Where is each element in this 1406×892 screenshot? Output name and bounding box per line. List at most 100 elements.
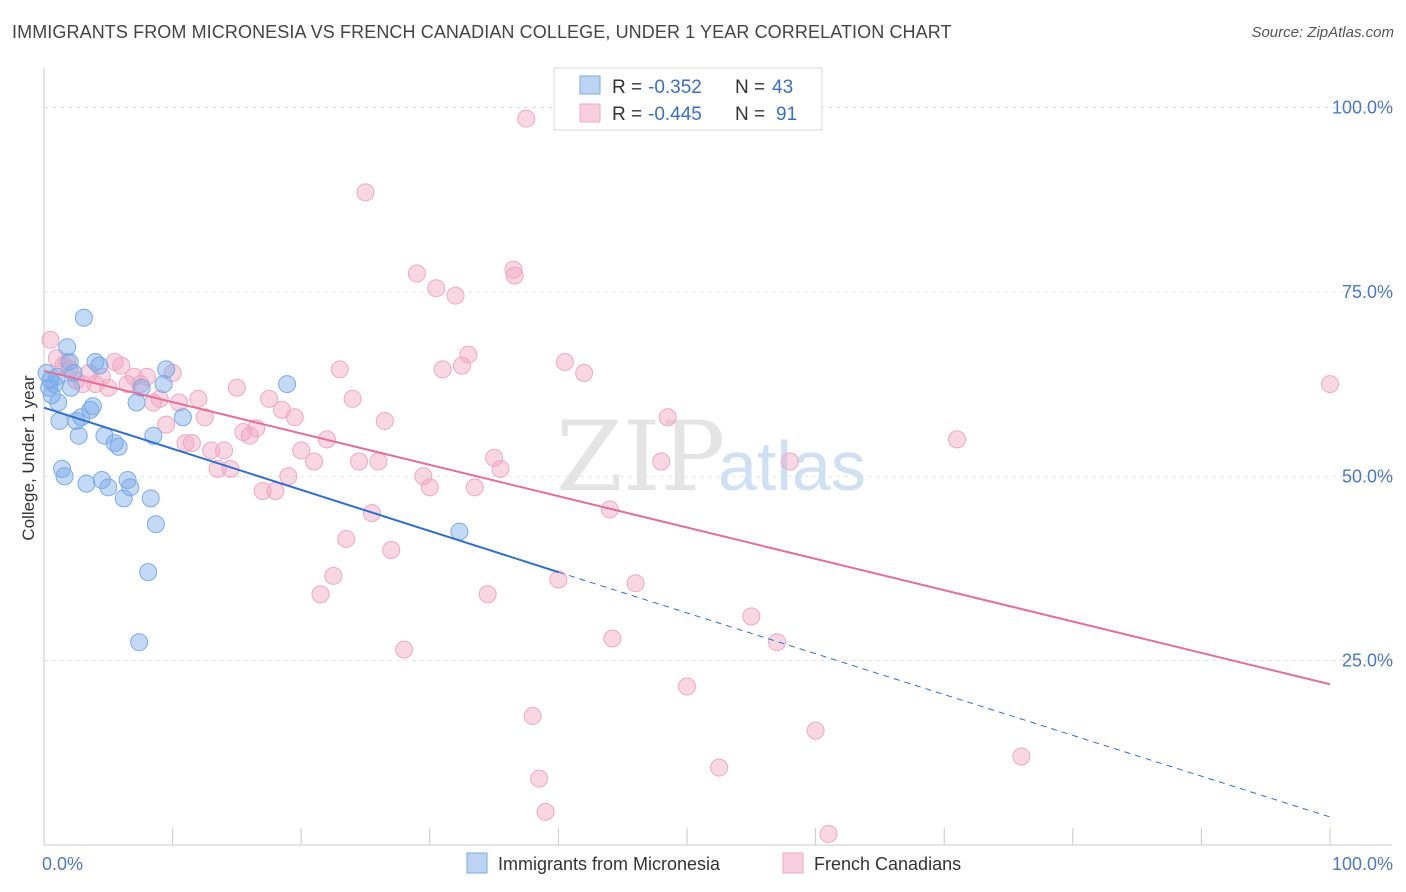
- french-canadians-point: [768, 633, 787, 652]
- legend-swatch-micronesia: [579, 75, 601, 95]
- micronesia-point: [62, 378, 81, 397]
- micronesia-point: [74, 308, 93, 327]
- french-canadians-point: [452, 356, 471, 375]
- micronesia-point: [450, 522, 469, 541]
- french-canadians-point: [491, 459, 510, 478]
- french-canadians-point: [742, 607, 761, 626]
- french-canadians-point: [260, 389, 279, 408]
- french-canadians-point: [279, 467, 298, 486]
- legend-n-label: N =: [735, 104, 765, 125]
- micronesia-point: [42, 386, 61, 405]
- french-canadians-point: [603, 629, 622, 648]
- french-canadians-point: [446, 286, 465, 305]
- french-canadians-point: [221, 459, 240, 478]
- french-canadians-point: [465, 478, 484, 497]
- y-axis-label: College, Under 1 year: [19, 375, 38, 541]
- micronesia-trendline: [43, 406, 559, 574]
- french-canadians-point: [311, 585, 330, 604]
- micronesia-point: [109, 437, 128, 456]
- micronesia-point: [157, 360, 176, 379]
- french-canadians-point: [658, 408, 677, 427]
- bottom-legend-swatch-micronesia: [466, 852, 488, 874]
- micronesia-point: [121, 478, 140, 497]
- micronesia-point: [47, 367, 66, 386]
- x-tick-label-right: 100.0%: [1332, 854, 1393, 874]
- chart-source: Source: ZipAtlas.com: [1251, 24, 1394, 41]
- y-tick-label: 50.0%: [1342, 466, 1393, 486]
- legend-r-value: -0.352: [648, 77, 702, 98]
- french-canadians-point: [780, 452, 799, 471]
- french-canadians-point: [433, 360, 452, 379]
- french-canadians-point: [324, 566, 343, 585]
- x-tick-label-left: 0.0%: [42, 854, 83, 874]
- french-canadians-point: [266, 482, 285, 500]
- french-canadians-point: [407, 264, 426, 283]
- french-canadians-point: [375, 411, 394, 430]
- top-legend: R = -0.352 N = 43 R = -0.445 N = 91: [553, 67, 823, 131]
- watermark: ZIP atlas: [556, 401, 866, 513]
- y-tick-label: 100.0%: [1332, 98, 1393, 118]
- micronesia-point: [173, 408, 192, 427]
- french-canadians-point: [517, 109, 536, 128]
- french-canadians-point: [523, 706, 542, 725]
- french-canadians-point: [652, 452, 671, 471]
- french-canadians-point: [427, 279, 446, 298]
- french-canadians-point: [555, 352, 574, 371]
- chart-title: IMMIGRANTS FROM MICRONESIA VS FRENCH CAN…: [12, 22, 952, 42]
- french-canadians-point: [285, 408, 304, 427]
- french-canadians-point: [41, 330, 60, 349]
- french-canadians-point: [337, 529, 356, 548]
- micronesia-point: [83, 397, 102, 416]
- french-canadians-point: [1012, 747, 1031, 766]
- french-canadians-point: [292, 441, 311, 460]
- trendlines: [43, 369, 1331, 818]
- french-canadians-point: [305, 452, 324, 471]
- micronesia-point: [146, 515, 165, 534]
- french-canadians-point: [189, 389, 208, 408]
- micronesia-point: [114, 489, 133, 508]
- french-canadians-point: [182, 434, 201, 453]
- french-canadians-point: [819, 824, 838, 843]
- french-canadians-point: [118, 375, 137, 394]
- french-canadians-point: [176, 434, 195, 453]
- french-canadians-point: [382, 541, 401, 559]
- micronesia-point: [53, 459, 72, 478]
- micronesia-point: [58, 338, 77, 357]
- french-canadians-point: [504, 260, 523, 279]
- french-canadians-point: [414, 467, 433, 486]
- legend-r-label: R =: [612, 77, 642, 98]
- micronesia-point: [55, 467, 74, 486]
- micronesia-point: [130, 633, 149, 652]
- french-canadians-point: [330, 360, 349, 379]
- axes: [43, 68, 1392, 846]
- watermark-zip: ZIP: [556, 401, 725, 513]
- french-canadians-point: [549, 570, 568, 589]
- micronesia-point: [278, 375, 297, 394]
- french-canadians-point: [710, 758, 729, 777]
- bottom-legend-swatch-french-canadians: [782, 852, 804, 874]
- french-canadians-point: [575, 364, 594, 382]
- french-canadians-point: [478, 585, 497, 604]
- french-canadians-point: [253, 482, 272, 500]
- micronesia-point: [90, 356, 109, 375]
- micronesia-point: [141, 489, 160, 508]
- french-canadians-point: [343, 389, 362, 408]
- legend-swatch-french-canadians: [579, 103, 601, 123]
- micronesia-point: [139, 563, 158, 582]
- legend-r-value: -0.445: [648, 104, 702, 125]
- y-tick-label: 75.0%: [1342, 282, 1393, 302]
- micronesia-point: [132, 378, 151, 397]
- french-canadians-point: [350, 452, 369, 471]
- french-canadians-point: [536, 802, 555, 821]
- micronesia-trendline-extension: [558, 571, 1331, 818]
- legend-n-label: N =: [735, 77, 765, 98]
- legend-r-label: R =: [612, 104, 642, 125]
- legend-n-value: 91: [776, 104, 797, 125]
- french-canadians-point: [806, 721, 825, 740]
- french-canadians-point: [1321, 375, 1339, 394]
- micronesia-point: [92, 470, 111, 489]
- french-canadians-point: [215, 441, 234, 460]
- y-tick-label: 25.0%: [1342, 651, 1393, 671]
- y-tick-labels: 25.0% 50.0% 75.0% 100.0%: [1332, 98, 1393, 671]
- french-canadians-point: [240, 426, 259, 445]
